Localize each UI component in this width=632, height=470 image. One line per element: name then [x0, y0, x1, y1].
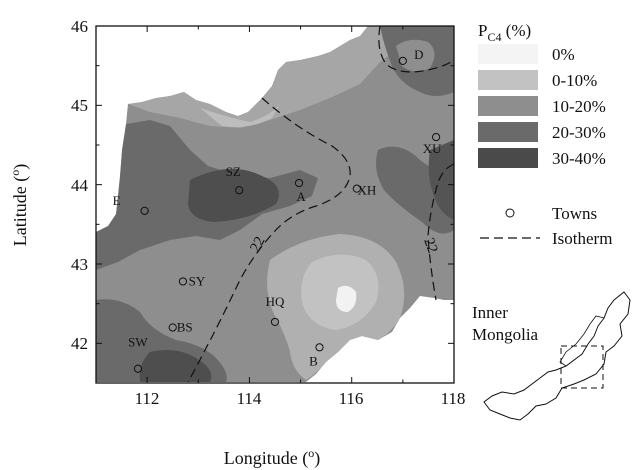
isotherm-label-east: 22 — [420, 236, 440, 256]
legend-swatches: 0% 0-10% 10-20% 20-30% 30-40% — [478, 44, 606, 168]
y-tick-label: 46 — [71, 17, 88, 36]
town-label: SZ — [226, 164, 241, 179]
legend-class-label: 0% — [552, 45, 575, 64]
legend-swatch — [478, 44, 538, 64]
plot-frame — [95, 25, 455, 384]
region-20-30-east — [376, 146, 454, 234]
town-marker — [168, 323, 177, 332]
legend-swatch — [478, 96, 538, 116]
inset-title-line2: Mongolia — [472, 325, 539, 344]
town-marker — [398, 56, 407, 66]
town-marker — [352, 184, 361, 193]
axis-ticks — [95, 25, 455, 384]
town-label: XH — [357, 183, 376, 198]
legend-isotherm-label: Isotherm — [552, 229, 612, 248]
town-label: A — [296, 189, 306, 204]
x-tick-label: 118 — [441, 389, 466, 408]
isotherm-line-west — [187, 97, 351, 383]
town-label: HQ — [266, 294, 285, 309]
town-marker — [133, 364, 143, 373]
legend-class-label: 20-30% — [552, 123, 606, 142]
inset-region-detail — [559, 315, 605, 367]
town-marker — [140, 206, 149, 215]
region-0-10-north — [200, 104, 280, 127]
inset-map: Inner Mongolia — [472, 291, 631, 421]
x-tick-label: 116 — [339, 389, 364, 408]
legend-class-label: 10-20% — [552, 97, 606, 116]
isotherm-line-east — [427, 163, 455, 301]
town-label: D — [414, 47, 423, 62]
legend-class-label: 30-40% — [552, 149, 606, 168]
town-label: B — [309, 353, 318, 368]
region-30-40-east — [428, 140, 454, 220]
region-10-20-mid — [206, 241, 267, 292]
town-label: SY — [189, 273, 206, 288]
town-marker — [270, 317, 280, 327]
town-label: BS — [177, 319, 193, 334]
town-marker — [235, 186, 244, 195]
x-tick-label: 112 — [135, 389, 160, 408]
legend-swatch — [478, 148, 538, 168]
legend-towns-label: Towns — [552, 204, 597, 223]
y-tick-label: 43 — [71, 255, 88, 274]
y-tick-label: 45 — [71, 96, 88, 115]
town-label: E — [113, 193, 121, 208]
town-marker — [432, 132, 441, 142]
region-north-band — [128, 26, 396, 128]
town-label: XU — [423, 141, 442, 156]
y-axis-title: Latitude (o) — [8, 164, 31, 246]
isotherm-line-northeast — [378, 25, 455, 73]
isotherm-label-west: 22 — [247, 234, 268, 255]
legend-swatch — [478, 70, 538, 90]
inset-study-area-box — [560, 345, 604, 389]
town-marker — [294, 178, 304, 188]
inset-title-line1: Inner — [472, 303, 508, 322]
town-marker — [315, 343, 324, 352]
town-marker — [178, 277, 188, 286]
legend-class-label: 0-10% — [552, 71, 597, 90]
x-tick-label: 114 — [237, 389, 262, 408]
region-0-south — [336, 285, 357, 312]
y-tick-label: 44 — [71, 176, 89, 195]
region-30-40-center — [188, 168, 279, 222]
legend-swatch — [478, 122, 538, 142]
legend-town-marker — [505, 208, 515, 218]
legend-title: PC4 (%) — [478, 21, 531, 44]
legend: PC4 (%) 0%0-10%10-20%20-30%30-40% Towns … — [478, 21, 612, 248]
towns-layer: D XU SZ A XH E SY HQ BS SW B — [113, 47, 442, 373]
x-axis-title: Longitude (o) — [224, 446, 320, 469]
region-30-40-southwest — [139, 350, 212, 382]
town-label: SW — [128, 335, 148, 350]
y-tick-label: 42 — [71, 334, 88, 353]
